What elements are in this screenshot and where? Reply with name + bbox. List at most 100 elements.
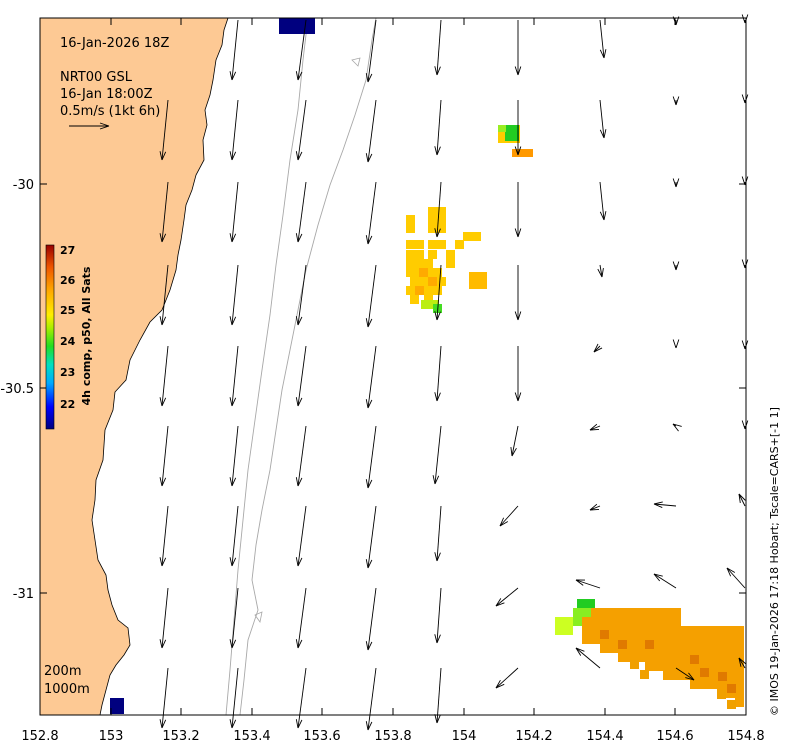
sst-pixel xyxy=(681,635,690,644)
current-arrow xyxy=(229,345,239,407)
sst-pixel xyxy=(690,626,699,635)
sst-pixel xyxy=(727,684,736,693)
sst-pixel xyxy=(437,207,446,216)
current-arrow xyxy=(295,425,307,487)
x-tick-label: 153 xyxy=(99,729,124,744)
current-arrow xyxy=(434,667,442,724)
sst-pixel xyxy=(433,286,442,295)
sst-pixel xyxy=(717,653,726,662)
current-arrow xyxy=(159,425,169,487)
sst-pixel xyxy=(428,240,437,249)
current-arrow xyxy=(295,181,307,243)
sst-pixel xyxy=(708,653,717,662)
sst-pixel xyxy=(627,617,636,626)
sst-pixel xyxy=(708,644,717,653)
sst-pixel xyxy=(478,280,487,289)
current-arrow xyxy=(159,587,169,649)
current-arrow xyxy=(599,181,607,221)
current-arrow xyxy=(589,503,601,511)
current-arrow xyxy=(229,19,239,81)
sst-pixel xyxy=(591,617,600,626)
sst-pixel xyxy=(717,680,726,689)
current-arrow xyxy=(432,425,442,485)
sst-pixel xyxy=(654,635,663,644)
current-arrow xyxy=(295,505,307,567)
current-arrow xyxy=(434,264,442,321)
sst-pixel xyxy=(718,672,727,681)
current-arrow xyxy=(434,587,442,644)
sst-pixel xyxy=(591,635,600,644)
isobath-islands xyxy=(254,57,361,623)
sst-pixel xyxy=(690,635,699,644)
sst-pixel xyxy=(681,662,690,671)
sst-pixel xyxy=(627,653,636,662)
sst-pixel xyxy=(645,617,654,626)
current-arrow xyxy=(295,587,307,649)
sst-pixel xyxy=(708,626,717,635)
sst-pixel xyxy=(735,680,744,689)
sst-pixel xyxy=(609,626,618,635)
sst-pixel xyxy=(699,680,708,689)
sst-pixel xyxy=(415,250,424,259)
current-arrow xyxy=(159,345,169,407)
sst-pixel xyxy=(672,617,681,626)
sst-pixel xyxy=(681,626,690,635)
x-tick-label: 153.4 xyxy=(233,729,270,744)
current-arrow xyxy=(229,425,239,487)
sst-pixel xyxy=(609,617,618,626)
current-arrow xyxy=(514,346,522,402)
sst-pixel xyxy=(582,635,591,644)
credit-text: © IMOS 19-Jan-2026 17:18 Hobart; Tscale=… xyxy=(768,407,781,716)
current-arrow xyxy=(365,425,377,489)
sst-pixel xyxy=(645,653,654,662)
sst-pixel xyxy=(415,240,424,249)
sst-pixel xyxy=(446,250,455,259)
current-arrow xyxy=(434,505,442,562)
sst-pixel xyxy=(406,259,415,268)
sst-pixel xyxy=(279,18,315,34)
info-block: 16-Jan-2026 18Z NRT00 GSL 16-Jan 18:00Z … xyxy=(60,36,169,119)
isobath-label-1000m: 1000m xyxy=(44,682,90,697)
sst-pixel xyxy=(717,626,726,635)
current-arrow xyxy=(495,587,519,607)
current-time: 16-Jan 18:00Z xyxy=(60,87,153,102)
sst-pixel xyxy=(726,644,735,653)
sst-pixel xyxy=(654,608,663,617)
current-arrow xyxy=(434,19,442,76)
sst-pixel xyxy=(630,660,639,669)
current-arrow xyxy=(675,667,695,681)
sst-pixel xyxy=(735,644,744,653)
sst-pixel xyxy=(428,215,437,224)
sst-pixel xyxy=(618,617,627,626)
sst-pixel xyxy=(469,280,478,289)
current-arrow xyxy=(599,19,607,59)
sst-pixel xyxy=(609,644,618,653)
sst-pixel xyxy=(609,635,618,644)
current-arrow xyxy=(672,261,680,271)
arrow-scale-label: 0.5m/s (1kt 6h) xyxy=(60,104,160,119)
sst-pixel xyxy=(618,653,627,662)
sst-pixel xyxy=(645,626,654,635)
sst-pixel xyxy=(419,277,428,286)
y-tick-label: -30.5 xyxy=(0,382,34,397)
sst-pixel xyxy=(663,626,672,635)
sst-pixel xyxy=(654,644,663,653)
colorbar-tick: 26 xyxy=(60,274,76,287)
sst-pixel xyxy=(654,617,663,626)
sst-pixel xyxy=(512,149,533,157)
sst-pixel xyxy=(735,671,744,680)
current-arrow xyxy=(589,423,601,431)
sst-pixel xyxy=(672,626,681,635)
sst-pixel xyxy=(498,125,506,132)
sst-pixel xyxy=(663,608,672,617)
sst-pixel xyxy=(618,635,627,644)
sst-pixel xyxy=(735,626,744,635)
current-arrow xyxy=(672,178,680,188)
x-tick-label: 154.2 xyxy=(515,729,552,744)
sst-pixel xyxy=(690,655,699,664)
current-arrow xyxy=(599,99,607,139)
colorbar-tick: 24 xyxy=(60,335,76,348)
current-arrow xyxy=(365,505,377,569)
sst-pixel xyxy=(573,608,582,617)
sst-pixel xyxy=(406,250,415,259)
